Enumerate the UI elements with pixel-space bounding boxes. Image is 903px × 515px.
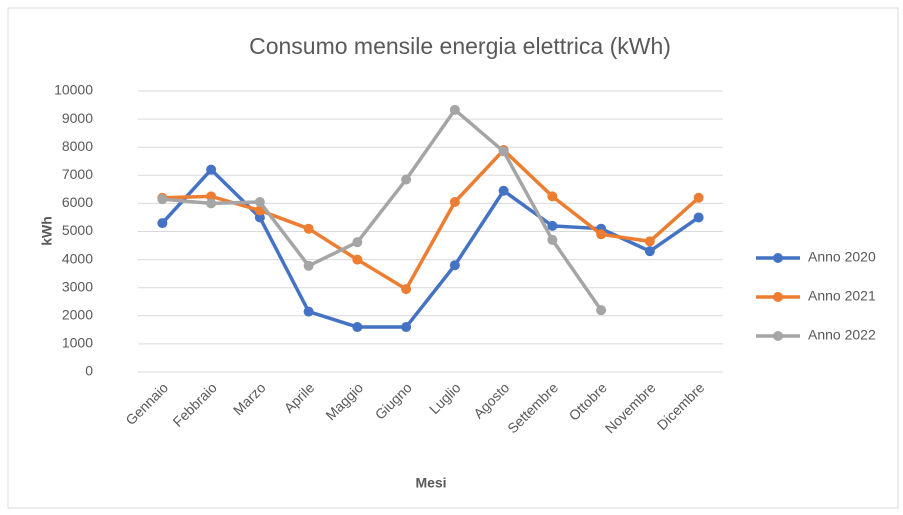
- data-point: [157, 194, 168, 205]
- data-point: [644, 236, 655, 247]
- data-point: [303, 223, 314, 234]
- legend-marker: [773, 253, 783, 263]
- legend-marker: [773, 331, 783, 341]
- data-point: [449, 260, 460, 271]
- y-tick-label: 9000: [62, 110, 93, 126]
- y-tick-label: 10000: [54, 82, 93, 98]
- y-tick-label: 1000: [62, 335, 93, 351]
- series-line: [162, 108, 603, 312]
- data-point: [596, 305, 607, 316]
- legend-label: Anno 2022: [808, 327, 876, 343]
- data-point: [693, 212, 704, 223]
- legend-label: Anno 2020: [808, 249, 876, 265]
- x-axis-label: Mesi: [415, 475, 446, 491]
- y-tick-label: 5000: [62, 222, 93, 238]
- data-point: [693, 192, 704, 203]
- data-point: [254, 212, 265, 223]
- data-point: [352, 237, 363, 248]
- data-point: [449, 104, 460, 115]
- y-tick-label: 3000: [62, 278, 93, 294]
- data-point: [547, 234, 558, 245]
- data-point: [644, 246, 655, 257]
- data-point: [498, 146, 509, 157]
- y-tick-label: 4000: [62, 250, 93, 266]
- data-point: [254, 196, 265, 207]
- data-point: [596, 229, 607, 240]
- data-point: [206, 191, 217, 202]
- data-point: [401, 322, 412, 333]
- y-tick-label: 2000: [62, 307, 93, 323]
- data-point: [206, 164, 217, 175]
- data-point: [352, 254, 363, 265]
- data-point: [401, 174, 412, 185]
- data-point: [498, 185, 509, 196]
- y-axis-label: kWh: [39, 216, 55, 246]
- data-point: [401, 284, 412, 295]
- data-point: [547, 220, 558, 231]
- data-point: [157, 218, 168, 229]
- data-point: [303, 306, 314, 317]
- y-tick-label: 6000: [62, 194, 93, 210]
- y-tick-label: 8000: [62, 138, 93, 154]
- data-point: [547, 191, 558, 202]
- data-point: [352, 322, 363, 333]
- data-point: [449, 196, 460, 207]
- series-line: [162, 148, 700, 291]
- y-tick-label: 7000: [62, 166, 93, 182]
- chart-title: Consumo mensile energia elettrica (kWh): [249, 33, 671, 59]
- data-point: [303, 260, 314, 271]
- y-tick-label: 0: [85, 363, 93, 379]
- data-point: [206, 198, 217, 209]
- legend-marker: [773, 292, 783, 302]
- legend-label: Anno 2021: [808, 288, 876, 304]
